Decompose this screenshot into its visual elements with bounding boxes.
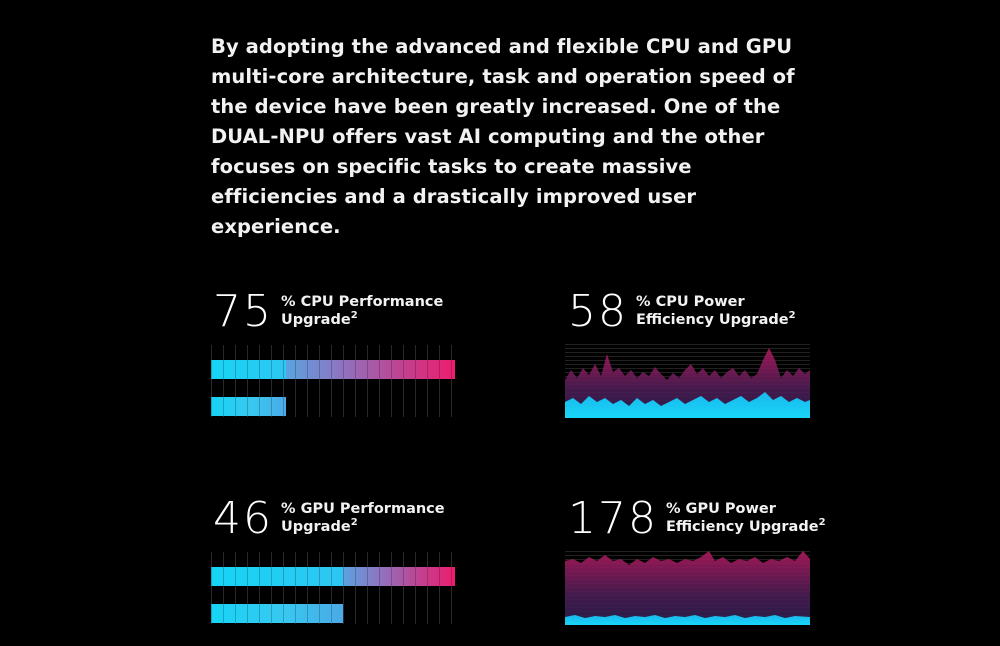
cpu-power-label-line2: Efficiency Upgrade — [636, 312, 789, 328]
gpu-performance-baseline-bar — [211, 604, 343, 623]
gpu-power-wave-chart — [565, 549, 810, 625]
bar-stripes — [211, 567, 455, 586]
efficiency-upgraded-area — [565, 348, 810, 418]
cpu-power-number: 58 — [568, 286, 628, 337]
gpu-power-label-line2: Efficiency Upgrade — [665, 519, 819, 535]
cpu-performance-number: 75 — [213, 286, 273, 337]
cpu-performance-stat: 75 % CPU Performance Upgrade2 — [213, 290, 443, 334]
bar-base-segment — [211, 567, 343, 586]
gpu-performance-label-line2: Upgrade — [281, 519, 351, 535]
bar-stripes — [211, 360, 455, 379]
cpu-performance-upgraded-bar — [211, 360, 455, 379]
gpu-performance-label-line1: % GPU Performance — [281, 501, 445, 517]
bar-upgrade-segment — [343, 567, 455, 586]
cpu-power-label: % CPU Power Efficiency Upgrade2 — [636, 293, 796, 329]
cpu-performance-label-line1: % CPU Performance — [281, 294, 444, 310]
cpu-power-label-line1: % CPU Power — [636, 294, 745, 310]
bar-stripes — [211, 604, 343, 623]
gpu-performance-upgraded-bar — [211, 567, 455, 586]
gpu-power-label-line1: % GPU Power — [665, 501, 776, 517]
bar-upgrade-segment — [286, 360, 455, 379]
bar-stripes — [211, 397, 286, 416]
footnote-marker: 2 — [350, 517, 358, 528]
gpu-performance-number: 46 — [213, 493, 273, 544]
gpu-power-stat: 178 % GPU Power Efficiency Upgrade2 — [568, 497, 826, 541]
intro-paragraph: By adopting the advanced and flexible CP… — [211, 35, 795, 238]
cpu-performance-label-line2: Upgrade — [281, 312, 351, 328]
cpu-power-stat: 58 % CPU Power Efficiency Upgrade2 — [568, 290, 796, 334]
cpu-performance-label: % CPU Performance Upgrade2 — [281, 293, 443, 329]
efficiency-baseline-area — [565, 615, 810, 625]
efficiency-upgraded-area — [565, 551, 810, 625]
cpu-power-wave-chart — [565, 342, 810, 418]
gpu-power-label: % GPU Power Efficiency Upgrade2 — [666, 500, 826, 536]
gpu-power-number: 178 — [568, 493, 658, 544]
footnote-marker: 2 — [788, 310, 796, 321]
footnote-marker: 2 — [350, 310, 358, 321]
efficiency-baseline-area — [565, 392, 810, 418]
gpu-performance-stat: 46 % GPU Performance Upgrade2 — [213, 497, 445, 541]
bar-base-segment — [211, 360, 286, 379]
gpu-performance-label: % GPU Performance Upgrade2 — [281, 500, 445, 536]
cpu-performance-baseline-bar — [211, 397, 286, 416]
footnote-marker: 2 — [818, 517, 826, 528]
